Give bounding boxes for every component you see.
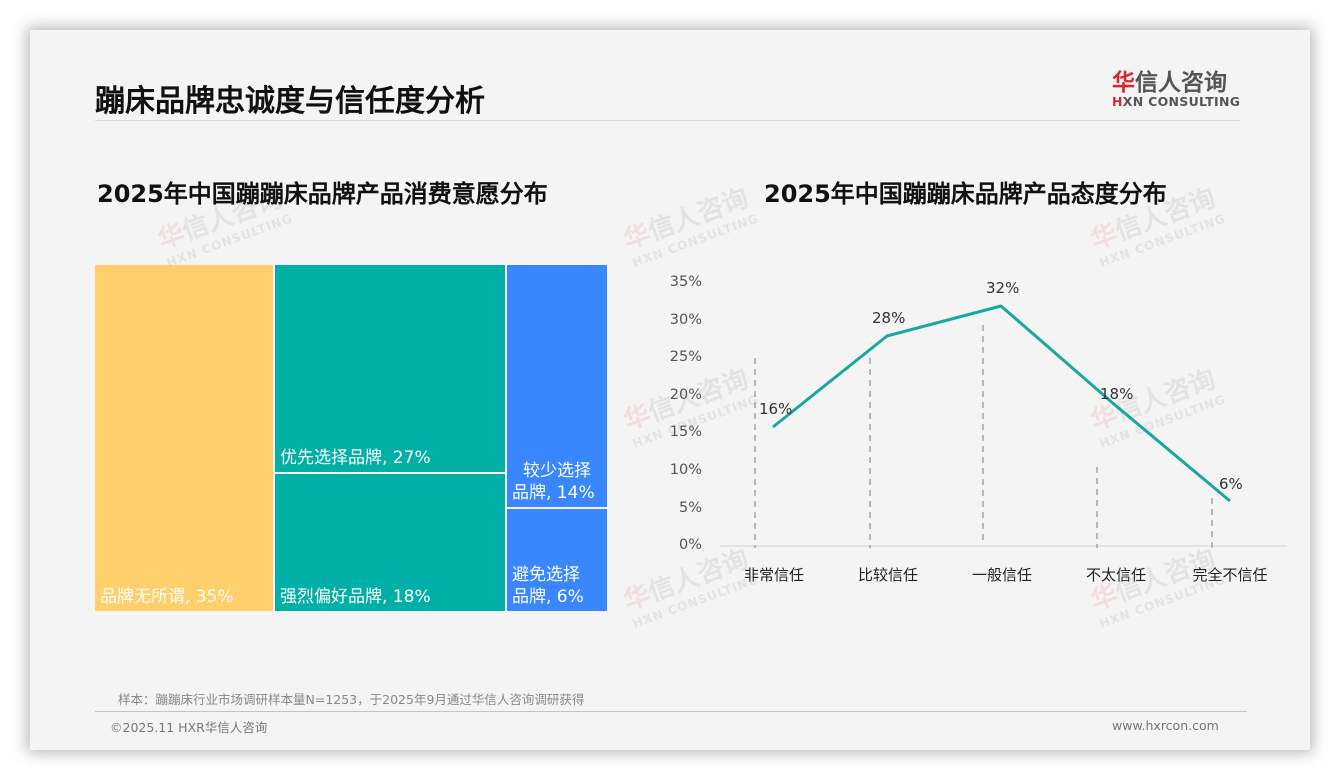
trust-series-line [772, 304, 1231, 503]
treemap-cell-strong-prefer: 强烈偏好品牌, 18% [275, 474, 505, 611]
treemap-label-line2: 品牌, 14% [512, 483, 595, 503]
x-tick: 不太信任 [1085, 566, 1146, 584]
data-label: 32% [986, 279, 1020, 297]
y-tick: 35% [669, 274, 702, 290]
linechart-title: 2025年中国蹦蹦床品牌产品态度分布 [764, 180, 1167, 208]
y-tick: 25% [669, 349, 702, 365]
footer-divider [95, 711, 1247, 712]
title-divider [95, 120, 1240, 121]
x-tick: 一般信任 [971, 566, 1032, 584]
treemap-label-line1: 避免选择 [512, 565, 580, 585]
x-tick: 完全不信任 [1192, 566, 1268, 584]
y-tick: 0% [678, 537, 702, 553]
y-tick: 5% [678, 500, 702, 516]
data-label: 28% [872, 309, 906, 327]
brand-logo-en: HXN CONSULTING [1112, 94, 1240, 109]
x-tick: 非常信任 [743, 566, 804, 584]
data-label: 6% [1219, 475, 1243, 493]
website-link[interactable]: www.hxrcon.com [1112, 718, 1219, 733]
treemap-label: 品牌无所谓, 35% [100, 587, 234, 607]
treemap-cell-indifferent: 品牌无所谓, 35% [95, 265, 273, 611]
brand-logo-cn: 华信人咨询 [1112, 63, 1227, 97]
sample-note: 样本：蹦蹦床行业市场调研样本量N=1253，于2025年9月通过华信人咨询调研获… [118, 692, 585, 707]
copyright-text: ©2025.11 HXR华信人咨询 [110, 720, 268, 735]
treemap-cell-seldom: 较少选择 品牌, 14% [507, 265, 607, 507]
logo-en-mark: H [1112, 94, 1123, 109]
treemap-title: 2025年中国蹦蹦床品牌产品消费意愿分布 [97, 180, 548, 208]
data-label: 16% [759, 400, 793, 418]
y-tick: 10% [669, 462, 702, 478]
logo-en-text: XN CONSULTING [1122, 94, 1241, 109]
y-tick: 20% [669, 387, 702, 403]
logo-mark: 华 [1112, 70, 1135, 96]
treemap-cell-avoid: 避免选择 品牌, 6% [507, 509, 607, 611]
treemap-label: 强烈偏好品牌, 18% [280, 587, 431, 607]
page-title: 蹦床品牌忠诚度与信任度分析 [95, 84, 485, 119]
y-tick: 30% [669, 312, 702, 328]
treemap-label-line2: 品牌, 6% [512, 587, 584, 607]
data-label: 18% [1100, 385, 1134, 403]
logo-text: 信人咨询 [1135, 70, 1227, 96]
y-tick: 15% [669, 424, 702, 440]
treemap-cell-prefer: 优先选择品牌, 27% [275, 265, 505, 472]
treemap-label: 优先选择品牌, 27% [280, 448, 431, 468]
treemap-label-line1: 较少选择 [523, 461, 591, 481]
x-tick: 比较信任 [857, 566, 918, 584]
